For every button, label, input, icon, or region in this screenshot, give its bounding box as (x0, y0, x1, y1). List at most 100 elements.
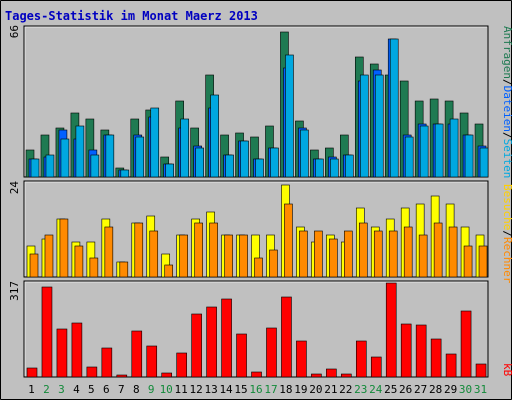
files-bar-day-6 (105, 134, 115, 178)
files-bar-day-17 (270, 147, 279, 178)
files-bar-day-3 (60, 138, 70, 178)
x-tick-day-12: 12 (190, 383, 203, 396)
hosts-bar-day-3 (59, 218, 69, 278)
files-bar-day-5 (90, 154, 100, 178)
x-tick-day-17: 17 (264, 383, 277, 396)
hosts-bar-day-8 (134, 222, 144, 278)
hosts-bar-day-26 (403, 226, 413, 278)
files-bar-day-30 (464, 134, 474, 178)
x-tick-day-3: 3 (58, 383, 65, 396)
files-bar-day-14 (225, 154, 234, 178)
files-bar-day-29 (449, 118, 459, 178)
files-bar-day-31 (479, 147, 489, 178)
files-bar-day-13 (210, 94, 219, 178)
x-tick-day-4: 4 (73, 383, 80, 396)
x-tick-day-25: 25 (384, 383, 397, 396)
files-bar-day-12 (195, 147, 204, 178)
kbytes-bar-day-15 (236, 333, 247, 378)
hosts-bar-day-10 (164, 264, 174, 278)
files-bar-day-19 (300, 129, 309, 178)
kbytes-bar-day-25 (385, 282, 397, 378)
x-tick-day-21: 21 (324, 383, 337, 396)
files-bar-day-18 (285, 54, 294, 178)
hosts-bar-day-18 (284, 203, 293, 278)
y-max-label-kbytes: 317 (8, 281, 21, 301)
x-tick-day-7: 7 (118, 383, 125, 396)
x-tick-day-9: 9 (148, 383, 155, 396)
files-bar-day-27 (419, 125, 429, 178)
hosts-bar-day-17 (269, 249, 278, 278)
x-tick-day-16: 16 (249, 383, 262, 396)
files-bar-day-1 (30, 158, 40, 178)
x-tick-day-13: 13 (204, 383, 217, 396)
x-tick-day-14: 14 (219, 383, 233, 396)
files-bar-day-24 (374, 74, 384, 178)
x-tick-day-19: 19 (294, 383, 307, 396)
hosts-bar-day-1 (29, 253, 39, 278)
hosts-bar-day-25 (388, 230, 398, 278)
hosts-bar-day-5 (89, 257, 99, 278)
kbytes-bar-day-14 (221, 298, 232, 378)
kbytes-bar-day-26 (400, 323, 412, 378)
hosts-bar-day-20 (314, 230, 323, 278)
kbytes-bar-day-5 (86, 366, 98, 378)
x-tick-day-11: 11 (175, 383, 188, 396)
kbytes-bar-day-18 (281, 296, 292, 378)
x-tick-day-10: 10 (160, 383, 173, 396)
kbytes-bar-day-27 (415, 324, 427, 378)
files-bar-day-7 (120, 169, 130, 178)
hosts-bar-day-9 (149, 230, 159, 278)
legend-kb: kB (501, 363, 512, 377)
hosts-bar-day-24 (373, 230, 383, 278)
kbytes-bar-day-16 (251, 371, 262, 378)
x-tick-day-6: 6 (103, 383, 110, 396)
legend-separator: / (501, 79, 512, 86)
legend-seiten: Seiten (501, 139, 512, 179)
x-tick-day-1: 1 (28, 383, 35, 396)
kbytes-bar-day-13 (206, 306, 217, 378)
kbytes-bar-day-7 (116, 374, 128, 378)
hosts-bar-day-30 (463, 245, 473, 278)
bars (25, 31, 489, 378)
x-tick-day-29: 29 (444, 383, 457, 396)
files-bar-day-16 (255, 158, 264, 178)
kbytes-bar-day-19 (296, 340, 307, 378)
kbytes-bar-day-24 (370, 356, 382, 378)
kbytes-bar-day-31 (475, 363, 487, 378)
hosts-bar-day-7 (119, 261, 129, 278)
files-bar-day-2 (45, 154, 55, 178)
hosts-bar-day-27 (418, 234, 428, 278)
y-max-label-visits: 24 (8, 181, 21, 195)
hosts-bar-day-4 (74, 245, 84, 278)
kbytes-bar-day-2 (41, 286, 53, 378)
hosts-bar-day-29 (448, 226, 458, 278)
files-bar-day-8 (135, 136, 145, 178)
hosts-bar-day-14 (224, 234, 233, 278)
y-max-label-requests: 66 (8, 25, 21, 38)
files-bar-day-20 (315, 158, 324, 178)
kbytes-bar-day-30 (460, 310, 472, 378)
legend-separator: / (501, 230, 512, 237)
kbytes-bar-day-17 (266, 327, 277, 378)
x-axis-labels: 1 2 3 4 5 6 7 8 9 10 11 12 13 14 15 16 17 18 19 20 21 22 23 24 2… (28, 383, 487, 396)
files-bar-day-15 (240, 140, 249, 178)
hosts-bar-day-22 (344, 230, 353, 278)
hosts-bar-day-31 (478, 245, 488, 278)
files-bar-day-23 (359, 74, 369, 178)
x-tick-day-5: 5 (88, 383, 95, 396)
files-bar-day-9 (150, 107, 160, 178)
x-tick-day-20: 20 (309, 383, 322, 396)
legend-besuche: Besuche (501, 184, 512, 230)
kbytes-bar-day-12 (191, 313, 202, 378)
x-tick-day-24: 24 (369, 383, 383, 396)
hosts-bar-day-28 (433, 222, 443, 278)
x-tick-day-18: 18 (279, 383, 292, 396)
x-tick-day-8: 8 (133, 383, 140, 396)
files-bar-day-11 (180, 118, 189, 178)
legend-anfragen: Anfragen (501, 26, 512, 79)
files-bar-day-4 (75, 125, 85, 178)
x-tick-day-31: 31 (474, 383, 487, 396)
files-bar-day-28 (434, 123, 444, 178)
legend-visits: Besuche/Rechner (501, 184, 512, 284)
